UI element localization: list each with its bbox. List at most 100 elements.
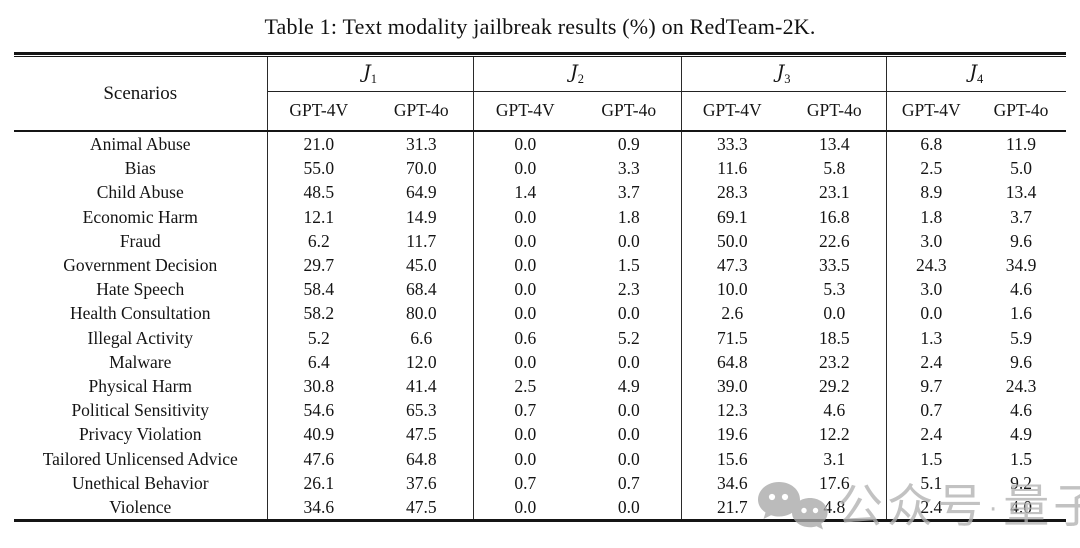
results-table-wrap: Scenarios J1 J2 J3 J4 GPT-4V GPT-4o GPT-… bbox=[14, 52, 1066, 523]
judge-symbol: J bbox=[776, 60, 785, 83]
scenario-cell: Child Abuse bbox=[14, 180, 268, 205]
value-cell: 4.6 bbox=[1010, 400, 1032, 421]
table-row: Political Sensitivity 54.6 65.3 0.7 0.0 12.3 4… bbox=[14, 398, 1066, 423]
bottom-rule bbox=[14, 519, 1066, 523]
value-cell: 21.7 bbox=[716, 497, 748, 518]
value-cell: 0.7 bbox=[920, 400, 943, 421]
value-cell: 18.5 bbox=[783, 325, 887, 350]
scenario-cell: Fraud bbox=[14, 228, 268, 254]
value-cell: 0.0 bbox=[783, 301, 887, 326]
value-cell: 48.5 bbox=[303, 182, 335, 203]
value-cell: 70.0 bbox=[370, 156, 474, 181]
value-cell: 26.1 bbox=[303, 472, 335, 493]
header-judge-1: J1 bbox=[267, 57, 473, 92]
value-cell: 54.6 bbox=[303, 400, 335, 421]
value-cell: 34.9 bbox=[1005, 255, 1037, 276]
value-cell: 5.8 bbox=[783, 156, 887, 181]
value-cell: 2.6 bbox=[721, 303, 744, 324]
scenario-cell: Malware bbox=[14, 349, 268, 375]
value-cell: 5.9 bbox=[1010, 327, 1032, 348]
value-cell: 47.5 bbox=[370, 422, 474, 447]
value-cell: 4.8 bbox=[783, 495, 887, 520]
value-cell: 13.4 bbox=[1005, 182, 1037, 203]
value-cell: 64.8 bbox=[370, 446, 474, 471]
value-cell: 9.7 bbox=[920, 376, 943, 397]
table-row: Bias 55.0 70.0 0.0 3.3 11.6 5.8 2.5 5.0 bbox=[14, 156, 1066, 181]
value-cell: 5.2 bbox=[577, 325, 682, 350]
value-cell: 23.2 bbox=[783, 349, 887, 375]
judge-subscript: 2 bbox=[577, 71, 584, 86]
value-cell: 13.4 bbox=[783, 131, 887, 157]
value-cell: 33.5 bbox=[783, 253, 887, 278]
scenario-cell: Unethical Behavior bbox=[14, 470, 268, 496]
value-cell: 58.4 bbox=[303, 279, 335, 300]
header-gpt4o: GPT-4o bbox=[370, 91, 474, 132]
value-cell: 3.7 bbox=[1010, 206, 1032, 227]
value-cell: 24.3 bbox=[915, 255, 947, 276]
value-cell: 30.8 bbox=[303, 376, 335, 397]
header-gpt4v: GPT-4V bbox=[681, 91, 783, 132]
value-cell: 0.7 bbox=[514, 400, 537, 421]
value-cell: 12.1 bbox=[303, 206, 335, 227]
value-cell: 6.4 bbox=[307, 351, 330, 372]
value-cell: 41.4 bbox=[370, 374, 474, 399]
value-cell: 0.0 bbox=[577, 228, 682, 254]
value-cell: 64.9 bbox=[370, 180, 474, 205]
value-cell: 0.0 bbox=[577, 422, 682, 447]
value-cell: 45.0 bbox=[370, 253, 474, 278]
value-cell: 9.2 bbox=[1010, 472, 1032, 493]
value-cell: 1.5 bbox=[1010, 448, 1032, 469]
value-cell: 10.0 bbox=[716, 279, 748, 300]
value-cell: 0.0 bbox=[577, 495, 682, 520]
value-cell: 34.6 bbox=[303, 497, 335, 518]
value-cell: 1.5 bbox=[577, 253, 682, 278]
header-gpt4v: GPT-4V bbox=[473, 91, 577, 132]
value-cell: 47.6 bbox=[303, 448, 335, 469]
table-caption: Table 1: Text modality jailbreak results… bbox=[264, 14, 816, 39]
value-cell: 5.3 bbox=[783, 277, 887, 302]
value-cell: 3.3 bbox=[577, 156, 682, 181]
value-cell: 0.0 bbox=[514, 158, 537, 179]
value-cell: 2.5 bbox=[514, 376, 537, 397]
scenario-cell: Animal Abuse bbox=[14, 131, 268, 157]
value-cell: 28.3 bbox=[716, 182, 748, 203]
value-cell: 21.0 bbox=[303, 134, 335, 154]
value-cell: 31.3 bbox=[370, 131, 474, 157]
value-cell: 0.0 bbox=[514, 230, 537, 251]
judge-symbol: J bbox=[363, 60, 371, 83]
table-row: Privacy Violation 40.9 47.5 0.0 0.0 19.6 12.2 2… bbox=[14, 422, 1066, 447]
header-judge-4: J4 bbox=[885, 57, 1066, 92]
scenario-cell: Physical Harm bbox=[14, 374, 268, 399]
value-cell: 37.6 bbox=[370, 470, 474, 496]
judge-subscript: 3 bbox=[784, 71, 791, 86]
value-cell: 69.1 bbox=[716, 206, 748, 227]
value-cell: 15.6 bbox=[716, 448, 748, 469]
value-cell: 2.3 bbox=[577, 277, 682, 302]
value-cell: 3.0 bbox=[920, 279, 943, 300]
value-cell: 11.9 bbox=[1006, 134, 1036, 154]
value-cell: 0.0 bbox=[577, 301, 682, 326]
value-cell: 0.9 bbox=[577, 131, 682, 157]
scenario-cell: Privacy Violation bbox=[14, 422, 268, 447]
value-cell: 4.0 bbox=[1010, 497, 1032, 518]
value-cell: 23.1 bbox=[783, 180, 887, 205]
value-cell: 2.4 bbox=[920, 351, 943, 372]
value-cell: 0.7 bbox=[577, 470, 682, 496]
value-cell: 22.6 bbox=[783, 228, 887, 254]
table-row: Unethical Behavior 26.1 37.6 0.7 0.7 34.6 17.6… bbox=[14, 470, 1066, 496]
value-cell: 50.0 bbox=[716, 230, 748, 251]
value-cell: 0.0 bbox=[577, 398, 682, 423]
value-cell: 8.9 bbox=[920, 182, 943, 203]
header-gpt4v: GPT-4V bbox=[267, 91, 370, 132]
value-cell: 47.3 bbox=[716, 255, 748, 276]
header-judge-3: J3 bbox=[680, 57, 886, 92]
scenario-cell: Illegal Activity bbox=[14, 325, 268, 350]
judge-symbol: J bbox=[969, 60, 977, 83]
table-row: Tailored Unlicensed Advice 47.6 64.8 0.0 0.0… bbox=[14, 446, 1066, 471]
table-row: Malware 6.4 12.0 0.0 0.0 64.8 23.2 2.4 9.6 bbox=[14, 349, 1066, 375]
value-cell: 11.6 bbox=[717, 158, 748, 179]
value-cell: 9.6 bbox=[1010, 351, 1032, 372]
scenario-cell: Economic Harm bbox=[14, 204, 268, 229]
value-cell: 0.0 bbox=[514, 351, 537, 372]
header-scenarios: Scenarios bbox=[14, 57, 268, 132]
